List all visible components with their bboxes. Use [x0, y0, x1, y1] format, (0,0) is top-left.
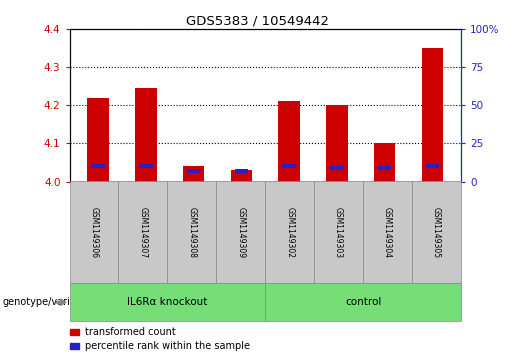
Bar — [378, 166, 391, 170]
Bar — [235, 169, 248, 173]
Bar — [139, 164, 152, 168]
Bar — [278, 102, 300, 182]
Bar — [187, 169, 200, 173]
Bar — [330, 166, 344, 170]
Bar — [183, 166, 204, 182]
Text: transformed count: transformed count — [85, 327, 176, 337]
Bar — [425, 164, 439, 168]
Text: GSM1149303: GSM1149303 — [334, 207, 343, 258]
Text: genotype/variation: genotype/variation — [3, 297, 95, 307]
Text: IL6Rα knockout: IL6Rα knockout — [127, 297, 208, 307]
Bar — [88, 98, 109, 182]
Bar — [231, 170, 252, 182]
Bar — [422, 48, 443, 182]
Text: control: control — [345, 297, 381, 307]
Text: GSM1149308: GSM1149308 — [187, 207, 196, 258]
Bar — [92, 164, 105, 168]
Text: GSM1149302: GSM1149302 — [285, 207, 294, 258]
Bar — [282, 164, 296, 168]
Text: percentile rank within the sample: percentile rank within the sample — [85, 341, 250, 351]
Bar — [326, 105, 348, 182]
Text: GSM1149309: GSM1149309 — [236, 207, 245, 258]
Text: GDS5383 / 10549442: GDS5383 / 10549442 — [186, 15, 329, 28]
Text: GSM1149304: GSM1149304 — [383, 207, 392, 258]
Text: GSM1149306: GSM1149306 — [90, 207, 98, 258]
Text: GSM1149307: GSM1149307 — [139, 207, 147, 258]
Bar — [135, 88, 157, 182]
Bar — [374, 143, 396, 182]
Text: GSM1149305: GSM1149305 — [432, 207, 441, 258]
